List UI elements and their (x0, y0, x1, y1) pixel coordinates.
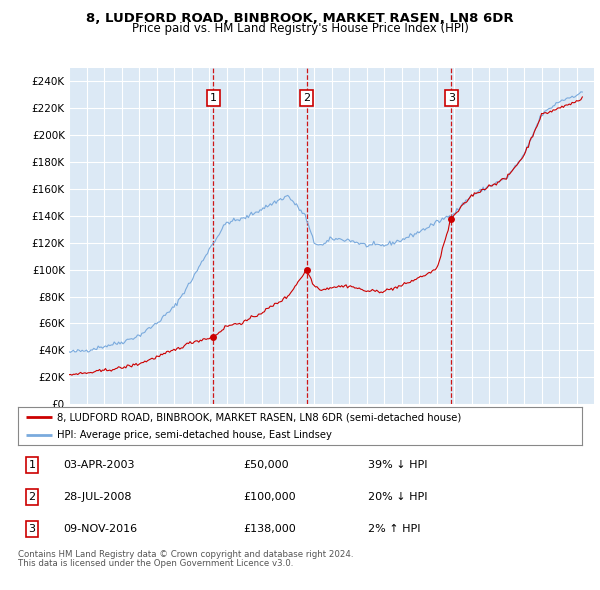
Text: 1: 1 (29, 460, 35, 470)
Text: 8, LUDFORD ROAD, BINBROOK, MARKET RASEN, LN8 6DR: 8, LUDFORD ROAD, BINBROOK, MARKET RASEN,… (86, 12, 514, 25)
Text: 3: 3 (448, 93, 455, 103)
Text: 09-NOV-2016: 09-NOV-2016 (63, 524, 137, 534)
Text: £138,000: £138,000 (244, 524, 296, 534)
Text: 2: 2 (303, 93, 310, 103)
Text: 2% ↑ HPI: 2% ↑ HPI (368, 524, 420, 534)
Text: £100,000: £100,000 (244, 492, 296, 502)
Text: 28-JUL-2008: 28-JUL-2008 (63, 492, 131, 502)
Text: This data is licensed under the Open Government Licence v3.0.: This data is licensed under the Open Gov… (18, 559, 293, 568)
Text: Price paid vs. HM Land Registry's House Price Index (HPI): Price paid vs. HM Land Registry's House … (131, 22, 469, 35)
Text: HPI: Average price, semi-detached house, East Lindsey: HPI: Average price, semi-detached house,… (58, 430, 332, 440)
Text: 1: 1 (210, 93, 217, 103)
Text: £50,000: £50,000 (244, 460, 289, 470)
Text: 8, LUDFORD ROAD, BINBROOK, MARKET RASEN, LN8 6DR (semi-detached house): 8, LUDFORD ROAD, BINBROOK, MARKET RASEN,… (58, 412, 462, 422)
Text: 20% ↓ HPI: 20% ↓ HPI (368, 492, 427, 502)
Text: 3: 3 (29, 524, 35, 534)
Text: 2: 2 (29, 492, 35, 502)
Text: Contains HM Land Registry data © Crown copyright and database right 2024.: Contains HM Land Registry data © Crown c… (18, 550, 353, 559)
Text: 03-APR-2003: 03-APR-2003 (63, 460, 134, 470)
Text: 39% ↓ HPI: 39% ↓ HPI (368, 460, 427, 470)
